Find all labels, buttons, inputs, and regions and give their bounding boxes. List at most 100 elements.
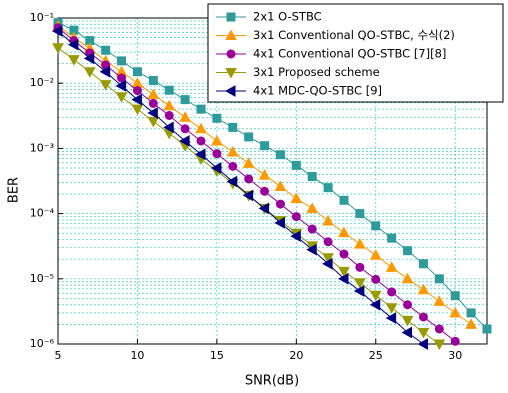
x-axis-label: SNR(dB) [245,374,299,389]
marker [226,175,238,188]
marker [225,29,237,40]
marker [322,253,334,264]
marker [385,303,398,314]
marker [434,324,444,334]
legend-box [207,3,504,103]
marker [244,174,254,184]
x-tick-label: 30 [448,349,462,362]
marker [226,145,239,157]
marker [307,224,317,234]
marker [323,183,333,193]
marker [83,67,96,78]
marker [434,274,444,284]
marker [401,315,414,327]
marker [433,295,446,306]
marker [148,76,158,86]
marker [450,291,460,301]
marker [466,308,476,318]
marker [147,116,160,128]
x-tick-label: 25 [369,349,383,362]
marker [258,169,271,180]
marker [258,202,270,215]
marker [52,43,64,54]
marker [195,122,207,134]
marker [131,104,144,116]
marker [306,202,319,213]
marker [131,93,142,106]
y-tick-label: 10⁻¹ [30,11,54,24]
series-line [57,22,488,330]
legend-label: 2x1 O-STBC [253,10,322,24]
marker [68,55,80,66]
marker [322,214,334,226]
marker [196,104,206,114]
legend: 2x1 O-STBC 3x1 Conventional QO-STBC, 수식(2… [207,3,504,103]
marker [147,107,158,119]
marker [403,246,413,256]
x-tick-label: 10 [130,349,144,362]
marker [482,324,492,334]
marker [164,85,174,95]
marker [51,25,63,37]
marker [337,272,349,285]
marker [147,88,160,100]
marker [180,124,190,134]
marker [163,121,174,134]
marker [211,134,223,146]
marker [180,95,190,105]
marker [117,73,127,83]
marker [131,77,144,88]
marker [385,312,397,324]
marker [164,110,174,120]
marker [163,99,176,111]
marker [225,68,237,79]
y-axis-label: BER [7,177,22,203]
marker [465,318,477,329]
x-tick-label: 5 [55,349,62,362]
marker [338,266,350,278]
marker [401,326,413,339]
marker [99,65,111,78]
marker [401,272,414,284]
legend-label: 3x1 Conventional QO-STBC, 수식(2) [253,28,455,42]
marker [355,262,365,272]
marker [387,287,397,297]
marker [196,136,206,146]
marker [67,38,79,51]
marker [115,92,128,103]
marker [117,56,127,66]
marker [369,298,381,311]
marker [226,12,236,22]
marker [228,161,238,171]
marker [290,230,301,243]
marker [179,111,191,122]
marker [274,180,287,192]
marker [450,336,460,346]
marker [260,141,270,151]
marker [417,283,430,295]
marker [323,237,333,247]
x-tick-label: 15 [210,349,224,362]
legend-label: 4x1 MDC-QO-STBC [9] [253,84,382,98]
y-tick-label: 10⁻⁶ [30,337,55,350]
marker [224,85,236,97]
marker [260,186,270,196]
marker [355,209,365,219]
y-tick-label: 10⁻² [30,76,54,89]
marker [418,259,428,269]
marker [226,49,236,59]
marker [371,274,381,284]
marker [339,195,349,205]
marker [339,249,349,259]
marker [132,86,142,96]
marker [354,238,366,249]
y-tick-label: 10⁻⁴ [30,207,55,220]
y-tick-label: 10⁻⁵ [30,272,54,285]
marker [433,339,446,351]
marker [148,98,158,108]
marker [194,148,206,161]
marker [275,199,285,209]
marker [403,300,413,310]
marker [371,221,381,231]
